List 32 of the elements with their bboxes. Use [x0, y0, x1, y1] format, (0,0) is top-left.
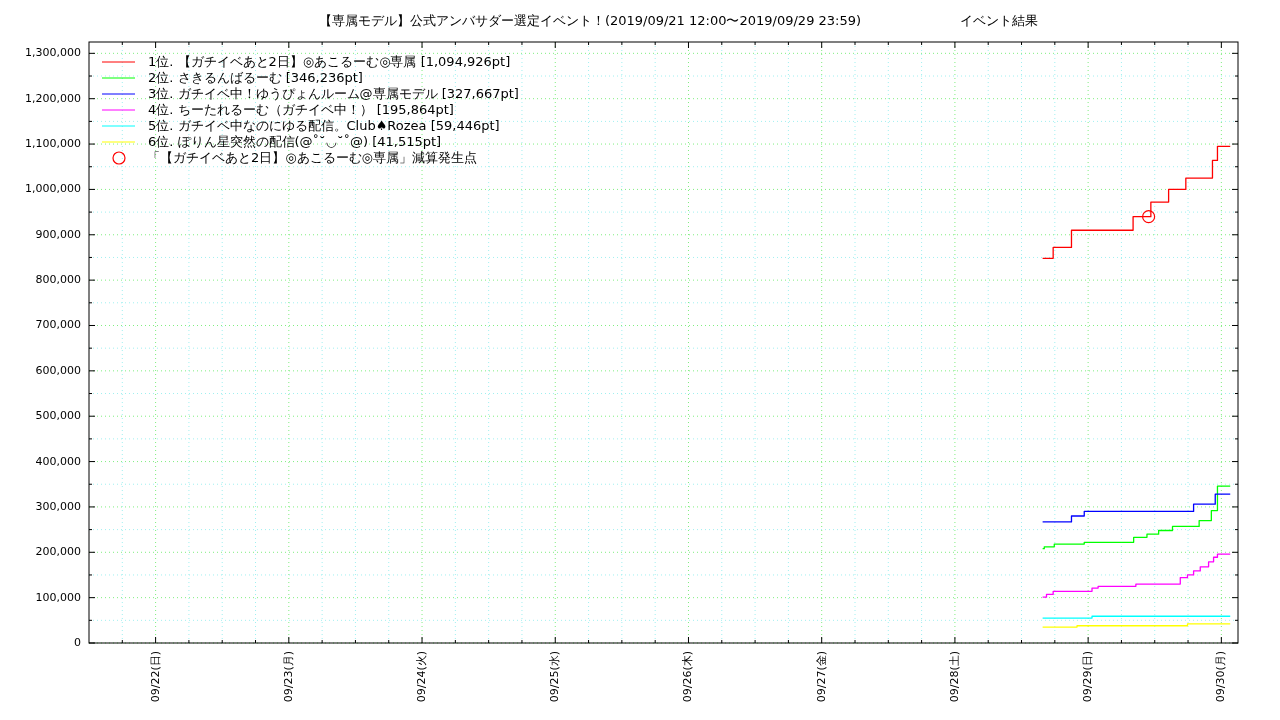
legend-label: 2位. さきるんばるーむ [346,236pt] [148, 69, 363, 85]
x-tick-label: 09/27(金) [814, 651, 828, 703]
y-tick-label: 200,000 [35, 545, 81, 559]
x-tick-label: 09/22(日) [148, 651, 162, 703]
x-tick-label: 09/28(土) [947, 651, 961, 703]
y-tick-label: 900,000 [35, 227, 81, 241]
legend-label: 3位. ガチイベ中！ゆうぴょんルーム@専属モデル [327,667pt] [148, 85, 519, 101]
legend-label: 1位. 【ガチイベあと2日】◎あこるーむ◎専属 [1,094,926pt] [148, 53, 511, 69]
legend-label: 5位. ガチイベ中なのにゆる配信。Club♠Rozea [59,446pt] [148, 117, 500, 133]
y-tick-label: 400,000 [35, 454, 81, 468]
legend-label: 6位. ぽりん星突然の配信(@˚˘◡˘˚@) [41,515pt] [148, 133, 442, 149]
y-tick-label: 0 [74, 636, 81, 649]
x-tick-label: 09/26(木) [681, 651, 695, 703]
y-tick-label: 1,000,000 [25, 182, 81, 196]
y-tick-label: 600,000 [35, 363, 81, 377]
y-tick-label: 1,300,000 [25, 46, 81, 60]
x-tick-label: 09/29(日) [1081, 651, 1095, 703]
y-tick-label: 700,000 [35, 318, 81, 332]
y-tick-label: 100,000 [35, 590, 81, 604]
y-tick-label: 500,000 [35, 409, 81, 423]
y-tick-label: 1,100,000 [25, 137, 81, 151]
x-tick-label: 09/23(月) [281, 651, 295, 703]
chart-subtitle: イベント結果 [960, 12, 1038, 28]
legend-label: 「【ガチイベあと2日】◎あこるーむ◎専属」減算発生点 [147, 149, 477, 165]
y-tick-label: 1,200,000 [25, 91, 81, 105]
y-tick-label: 300,000 [35, 499, 81, 513]
x-tick-label: 09/25(水) [548, 651, 562, 703]
x-tick-label: 09/24(火) [415, 651, 429, 703]
x-tick-label: 09/30(月) [1214, 651, 1228, 703]
legend-label: 4位. ちーたれるーむ（ガチイベ中！） [195,864pt] [148, 101, 454, 117]
y-tick-label: 800,000 [35, 273, 81, 287]
chart-title: 【専属モデル】公式アンバサダー選定イベント！(2019/09/21 12:00〜2019/09/29 23:59) [318, 12, 862, 28]
